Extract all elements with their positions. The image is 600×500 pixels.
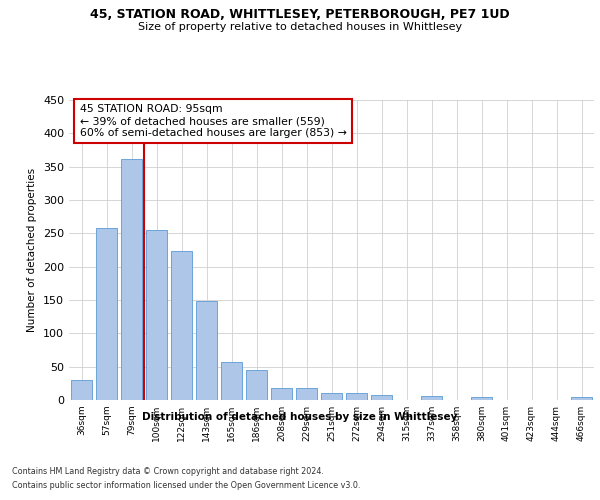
Bar xyxy=(71,380,92,400)
Bar xyxy=(321,392,342,400)
Bar xyxy=(196,302,217,400)
Bar xyxy=(221,362,242,400)
Bar xyxy=(371,396,392,400)
Bar xyxy=(171,250,192,400)
Text: 45, STATION ROAD, WHITTLESEY, PETERBOROUGH, PE7 1UD: 45, STATION ROAD, WHITTLESEY, PETERBOROU… xyxy=(90,8,510,20)
Bar xyxy=(421,396,442,400)
Text: Contains HM Land Registry data © Crown copyright and database right 2024.: Contains HM Land Registry data © Crown c… xyxy=(12,468,324,476)
Y-axis label: Number of detached properties: Number of detached properties xyxy=(28,168,37,332)
Text: Size of property relative to detached houses in Whittlesey: Size of property relative to detached ho… xyxy=(138,22,462,32)
Bar xyxy=(246,370,267,400)
Bar xyxy=(571,398,592,400)
Text: 45 STATION ROAD: 95sqm
← 39% of detached houses are smaller (559)
60% of semi-de: 45 STATION ROAD: 95sqm ← 39% of detached… xyxy=(79,104,346,138)
Text: Distribution of detached houses by size in Whittlesey: Distribution of detached houses by size … xyxy=(142,412,458,422)
Bar xyxy=(471,396,492,400)
Bar xyxy=(96,228,117,400)
Bar xyxy=(121,158,142,400)
Bar xyxy=(146,230,167,400)
Bar xyxy=(296,388,317,400)
Text: Contains public sector information licensed under the Open Government Licence v3: Contains public sector information licen… xyxy=(12,481,361,490)
Bar xyxy=(271,388,292,400)
Bar xyxy=(346,392,367,400)
